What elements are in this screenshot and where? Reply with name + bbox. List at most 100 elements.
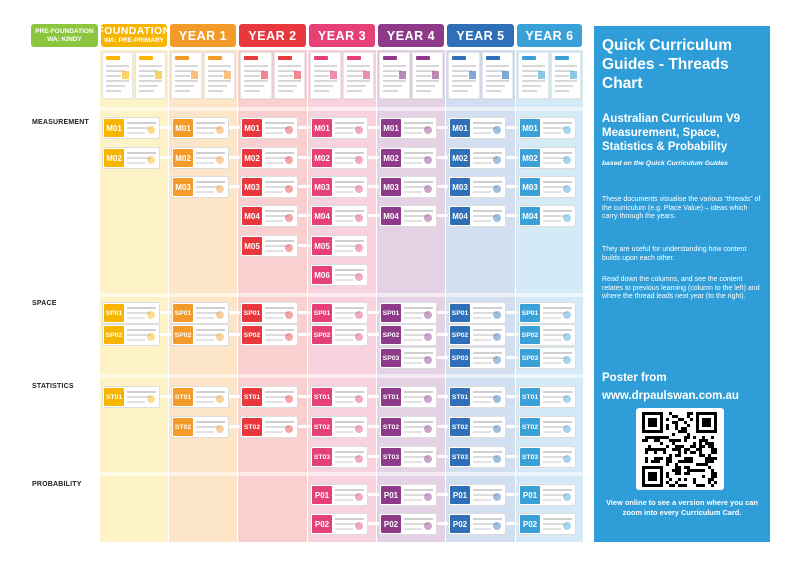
curriculum-card-m01[interactable]: M01 [310, 117, 368, 139]
curriculum-card-m02[interactable]: M02 [518, 147, 576, 169]
thread-connector [437, 333, 448, 336]
curriculum-card-p01[interactable]: P01 [379, 484, 437, 506]
guide-thumbnail[interactable] [343, 52, 374, 99]
curriculum-card-st02[interactable]: ST02 [448, 416, 506, 438]
curriculum-card-sp01[interactable]: SP01 [518, 302, 576, 324]
curriculum-card-st01[interactable]: ST01 [310, 386, 368, 408]
curriculum-card-m02[interactable]: M02 [171, 147, 229, 169]
curriculum-card-st03[interactable]: ST03 [379, 446, 437, 468]
panel-subtitle: Australian Curriculum V9 Measurement, Sp… [602, 113, 741, 153]
curriculum-card-p02[interactable]: P02 [310, 513, 368, 535]
curriculum-card-sp02[interactable]: SP02 [171, 324, 229, 346]
curriculum-card-m04[interactable]: M04 [240, 205, 298, 227]
curriculum-card-p02[interactable]: P02 [448, 513, 506, 535]
curriculum-card-m01[interactable]: M01 [102, 117, 160, 139]
guide-thumbnail[interactable] [310, 52, 341, 99]
curriculum-card-p01[interactable]: P01 [448, 484, 506, 506]
curriculum-card-m02[interactable]: M02 [310, 147, 368, 169]
curriculum-card-m05[interactable]: M05 [240, 235, 298, 257]
curriculum-card-st02[interactable]: ST02 [310, 416, 368, 438]
thread-connector [437, 156, 448, 159]
card-illustration-icon [493, 333, 501, 341]
curriculum-card-sp03[interactable]: SP03 [518, 347, 576, 369]
curriculum-card-m04[interactable]: M04 [448, 205, 506, 227]
curriculum-card-st01[interactable]: ST01 [379, 386, 437, 408]
poster-url[interactable]: www.drpaulswan.com.au [602, 390, 739, 402]
curriculum-card-sp02[interactable]: SP02 [448, 324, 506, 346]
curriculum-card-sp01[interactable]: SP01 [379, 302, 437, 324]
curriculum-card-sp02[interactable]: SP02 [518, 324, 576, 346]
curriculum-card-sp01[interactable]: SP01 [171, 302, 229, 324]
curriculum-card-st02[interactable]: ST02 [240, 416, 298, 438]
qr-code-icon[interactable] [636, 408, 724, 490]
curriculum-card-sp01[interactable]: SP01 [240, 302, 298, 324]
curriculum-card-m03[interactable]: M03 [379, 176, 437, 198]
curriculum-card-p01[interactable]: P01 [518, 484, 576, 506]
curriculum-card-st01[interactable]: ST01 [518, 386, 576, 408]
card-code: M03 [450, 178, 470, 196]
curriculum-card-sp03[interactable]: SP03 [379, 347, 437, 369]
guide-thumbnail[interactable] [379, 52, 410, 99]
curriculum-card-sp03[interactable]: SP03 [448, 347, 506, 369]
guide-thumbnail[interactable] [412, 52, 443, 99]
curriculum-card-m01[interactable]: M01 [448, 117, 506, 139]
column-header-label: PRE-FOUNDATION [35, 27, 94, 35]
curriculum-card-sp02[interactable]: SP02 [240, 324, 298, 346]
curriculum-card-m01[interactable]: M01 [379, 117, 437, 139]
curriculum-card-m02[interactable]: M02 [448, 147, 506, 169]
curriculum-card-sp02[interactable]: SP02 [379, 324, 437, 346]
curriculum-card-m04[interactable]: M04 [518, 205, 576, 227]
thread-connector [368, 493, 379, 496]
guide-thumbnail[interactable] [135, 52, 166, 99]
curriculum-card-st02[interactable]: ST02 [171, 416, 229, 438]
curriculum-card-m06[interactable]: M06 [310, 264, 368, 286]
curriculum-card-st03[interactable]: ST03 [518, 446, 576, 468]
curriculum-card-p02[interactable]: P02 [518, 513, 576, 535]
curriculum-card-m03[interactable]: M03 [448, 176, 506, 198]
curriculum-card-m02[interactable]: M02 [102, 147, 160, 169]
guide-thumbnail[interactable] [273, 52, 305, 99]
curriculum-card-st03[interactable]: ST03 [448, 446, 506, 468]
curriculum-card-m04[interactable]: M04 [310, 205, 368, 227]
curriculum-card-st02[interactable]: ST02 [518, 416, 576, 438]
curriculum-card-p02[interactable]: P02 [379, 513, 437, 535]
curriculum-card-sp01[interactable]: SP01 [310, 302, 368, 324]
guide-thumbnail[interactable] [518, 52, 549, 99]
curriculum-card-m03[interactable]: M03 [310, 176, 368, 198]
curriculum-card-st02[interactable]: ST02 [379, 416, 437, 438]
curriculum-card-m04[interactable]: M04 [379, 205, 437, 227]
thread-connector [160, 126, 171, 129]
curriculum-card-st01[interactable]: ST01 [171, 386, 229, 408]
guide-thumbnail[interactable] [550, 52, 581, 99]
curriculum-card-m01[interactable]: M01 [240, 117, 298, 139]
curriculum-card-p01[interactable]: P01 [310, 484, 368, 506]
card-illustration-icon [563, 493, 571, 501]
panel-body-3: Read down the columns, and see the conte… [602, 276, 760, 300]
curriculum-card-m03[interactable]: M03 [240, 176, 298, 198]
poster-text: Poster from www.drpaulswan.com.au [602, 369, 770, 405]
guide-thumbnail[interactable] [204, 52, 235, 99]
curriculum-card-m05[interactable]: M05 [310, 235, 368, 257]
thread-connector [437, 395, 448, 398]
guide-thumbnail[interactable] [102, 52, 133, 99]
curriculum-card-m03[interactable]: M03 [518, 176, 576, 198]
guide-thumbnail[interactable] [240, 52, 272, 99]
curriculum-card-m02[interactable]: M02 [379, 147, 437, 169]
panel-title: Quick Curriculum Guides - Threads Chart [602, 37, 733, 92]
curriculum-card-st01[interactable]: ST01 [102, 386, 160, 408]
curriculum-card-m01[interactable]: M01 [518, 117, 576, 139]
guide-thumbnail[interactable] [171, 52, 202, 99]
curriculum-card-sp02[interactable]: SP02 [310, 324, 368, 346]
curriculum-card-sp02[interactable]: SP02 [102, 324, 160, 346]
curriculum-card-m03[interactable]: M03 [171, 176, 229, 198]
curriculum-card-st01[interactable]: ST01 [240, 386, 298, 408]
curriculum-card-sp01[interactable]: SP01 [102, 302, 160, 324]
curriculum-card-st01[interactable]: ST01 [448, 386, 506, 408]
guide-thumbnail[interactable] [448, 52, 480, 99]
curriculum-card-sp01[interactable]: SP01 [448, 302, 506, 324]
curriculum-card-m02[interactable]: M02 [240, 147, 298, 169]
curriculum-card-st03[interactable]: ST03 [310, 446, 368, 468]
curriculum-card-m01[interactable]: M01 [171, 117, 229, 139]
card-illustration-icon [216, 185, 224, 193]
guide-thumbnail[interactable] [481, 52, 513, 99]
